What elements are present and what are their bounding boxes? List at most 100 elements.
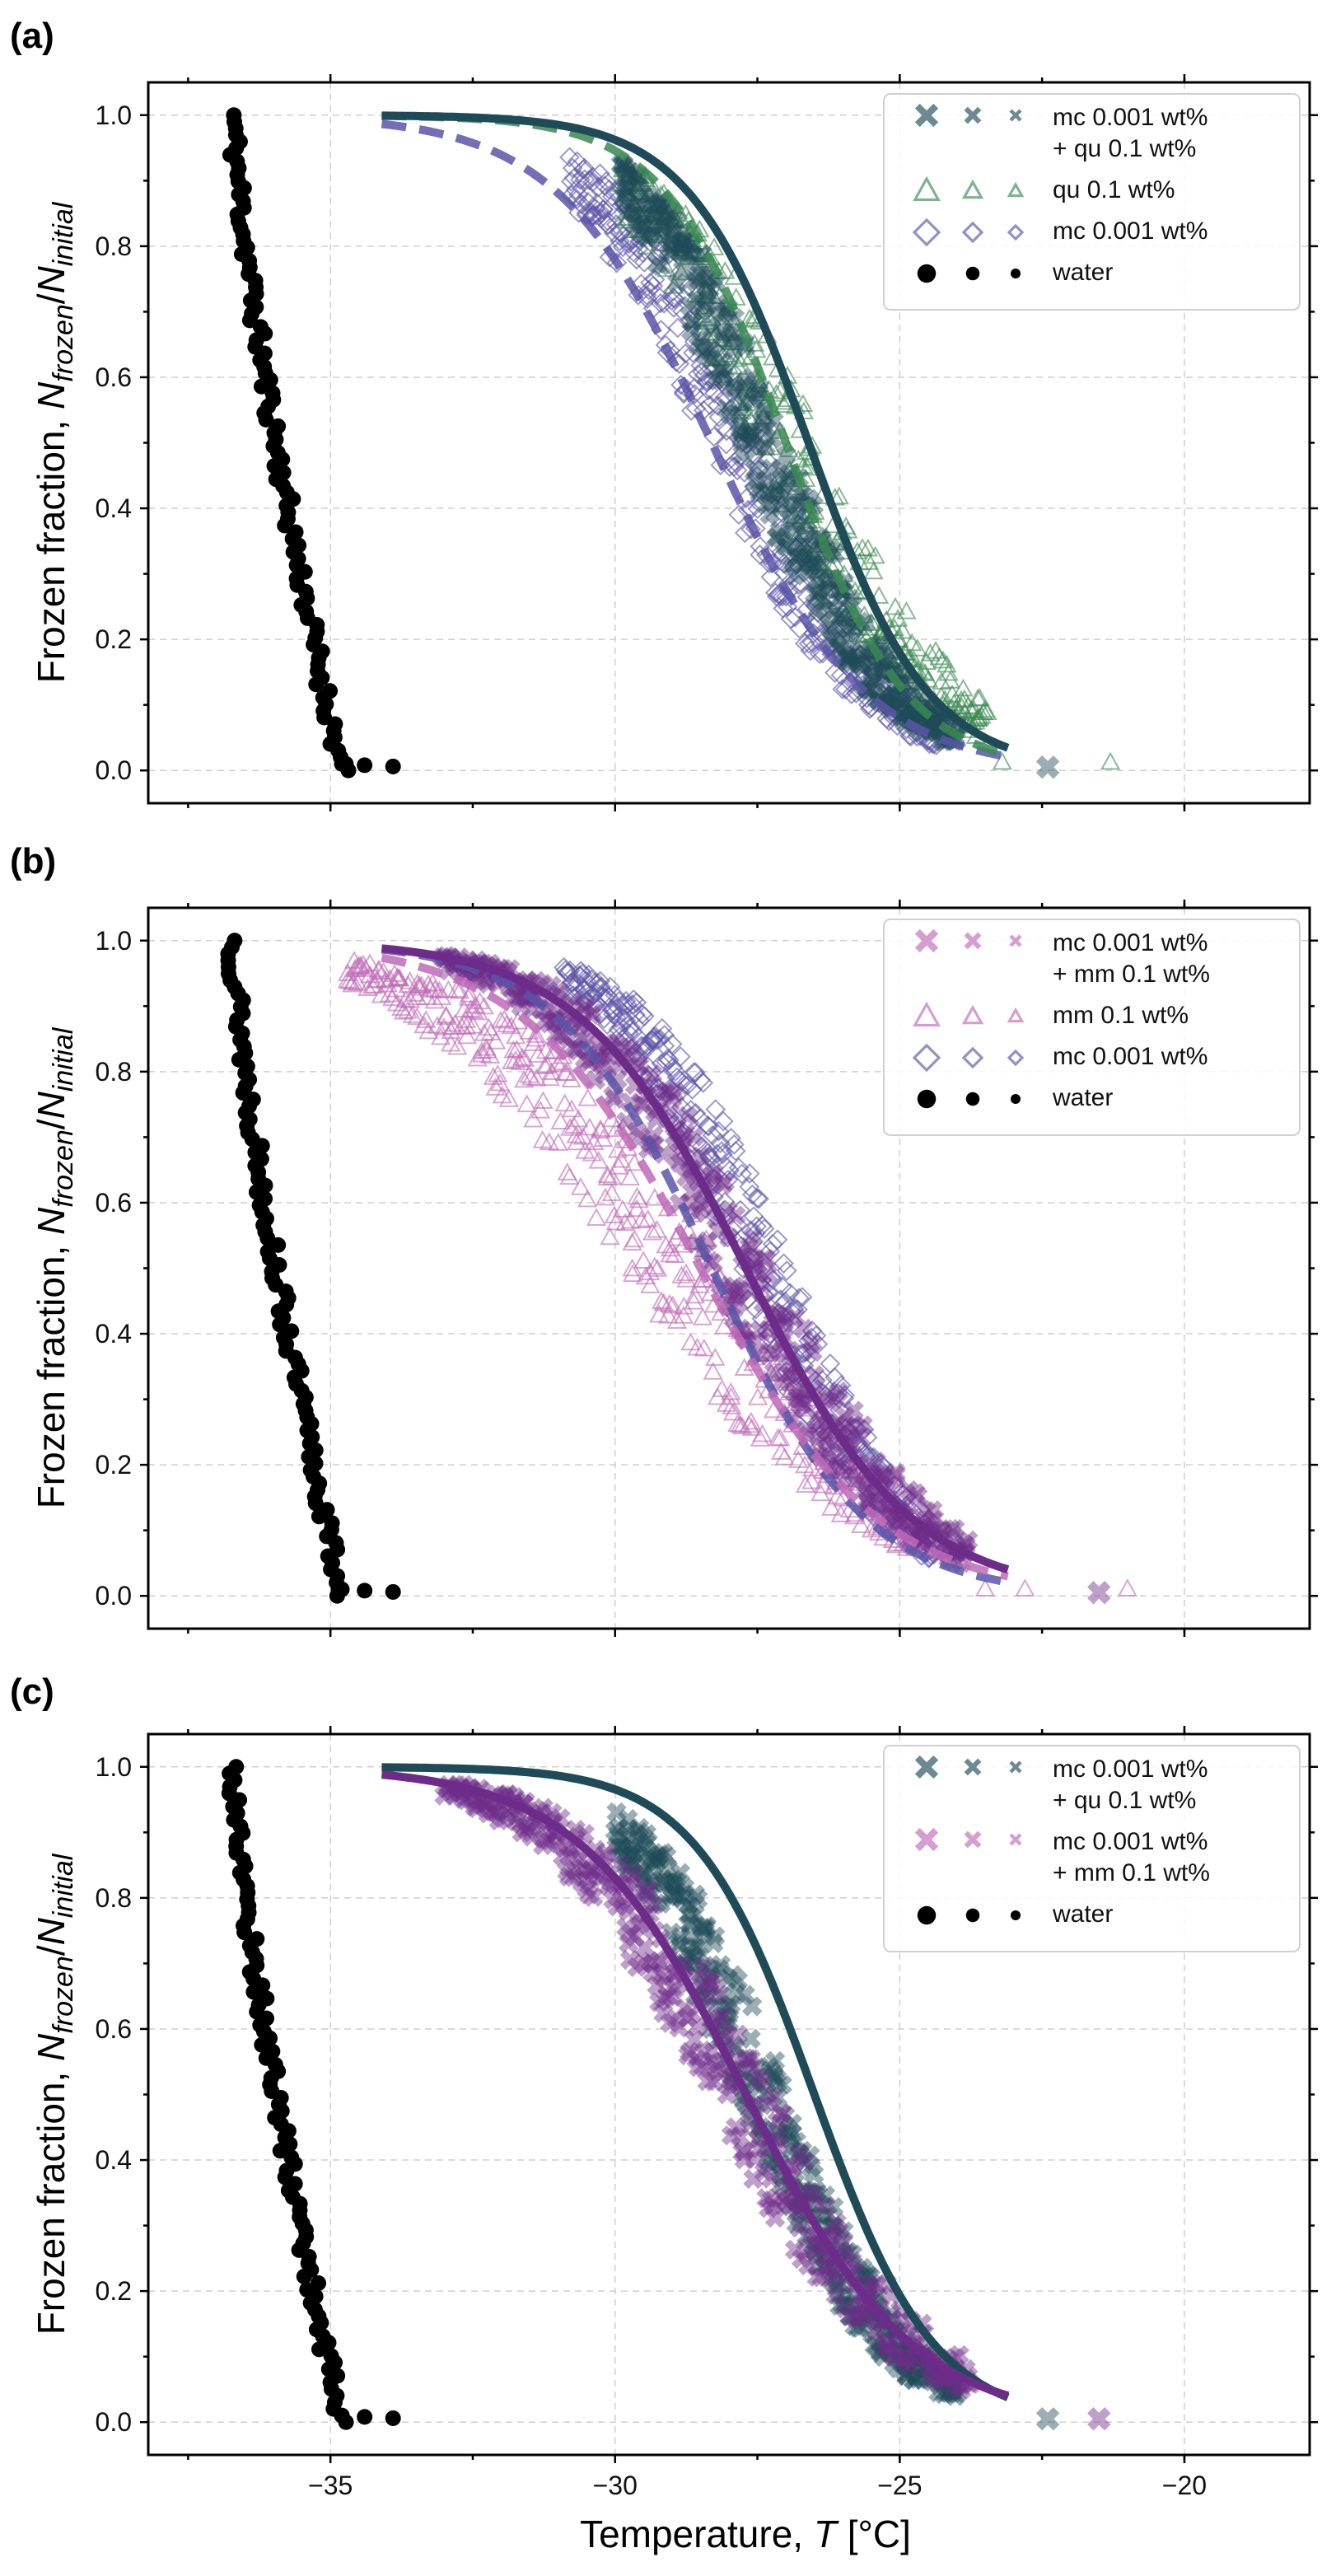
data-point <box>821 556 842 575</box>
data-point <box>741 1996 763 2017</box>
data-point <box>944 2377 965 2398</box>
data-point <box>891 705 912 727</box>
data-point <box>678 1904 698 1925</box>
data-point <box>830 1504 851 1522</box>
data-point <box>357 757 373 774</box>
data-point <box>644 224 665 245</box>
data-point <box>969 688 990 706</box>
data-point <box>826 2213 847 2233</box>
data-point <box>682 1945 703 1966</box>
data-point <box>726 1205 746 1226</box>
data-point <box>928 2382 949 2403</box>
data-point <box>964 1830 982 1849</box>
data-point <box>687 2017 708 2037</box>
data-point <box>827 1486 848 1505</box>
data-point <box>761 1363 782 1382</box>
data-point <box>694 336 716 358</box>
data-point <box>747 1387 768 1405</box>
data-point <box>889 1475 909 1494</box>
data-point <box>791 1395 812 1415</box>
data-point <box>656 205 676 226</box>
data-point <box>680 296 700 316</box>
data-point <box>675 1166 697 1187</box>
data-point <box>730 2127 750 2148</box>
data-point <box>834 2294 856 2316</box>
data-point <box>633 1953 654 1975</box>
y-tick-label: 0.8 <box>96 231 132 261</box>
data-point <box>776 2123 797 2144</box>
data-point <box>480 1798 501 1818</box>
data-point <box>867 2274 887 2296</box>
data-point <box>385 1583 401 1600</box>
data-point <box>763 2195 784 2215</box>
data-point <box>666 2008 687 2030</box>
x-tick-label: −25 <box>877 2471 922 2500</box>
data-point <box>695 322 716 341</box>
data-point <box>801 2157 821 2178</box>
data-point <box>953 678 974 697</box>
data-point <box>689 269 709 291</box>
data-point <box>964 106 982 124</box>
data-point <box>714 1316 735 1335</box>
data-point <box>756 1249 777 1269</box>
data-point <box>835 679 856 700</box>
data-point <box>712 2005 733 2026</box>
data-point <box>558 1845 580 1867</box>
data-point <box>695 1956 716 1976</box>
data-point <box>606 1802 627 1823</box>
data-point <box>823 2215 843 2236</box>
data-point <box>684 1950 704 1971</box>
data-point <box>752 415 773 436</box>
axis-ticks <box>140 1726 1318 2463</box>
data-point <box>887 2340 909 2361</box>
data-point <box>707 1143 728 1165</box>
data-point <box>418 1021 439 1040</box>
data-point <box>764 1338 785 1359</box>
data-point <box>696 370 717 391</box>
data-point <box>633 1863 654 1884</box>
legend-label: + mm 0.1 wt% <box>1053 1859 1210 1886</box>
data-point <box>603 1889 624 1910</box>
data-point <box>626 249 647 270</box>
data-point <box>693 1073 714 1093</box>
legend-label: mm 0.1 wt% <box>1053 1002 1189 1029</box>
data-point <box>459 984 480 1003</box>
data-point <box>722 306 742 325</box>
data-point <box>696 1915 717 1937</box>
data-point <box>620 161 641 182</box>
data-point <box>646 1893 667 1914</box>
data-point <box>673 231 694 251</box>
data-point <box>772 494 792 512</box>
data-point <box>786 2213 806 2234</box>
data-point <box>588 1150 609 1169</box>
data-point <box>821 1442 843 1464</box>
data-point <box>933 2384 955 2405</box>
data-point <box>713 364 734 386</box>
data-point <box>1007 223 1025 241</box>
data-point <box>613 1845 634 1866</box>
data-point <box>896 601 917 619</box>
data-point <box>884 1475 905 1494</box>
data-point <box>907 1486 928 1507</box>
data-point <box>651 255 671 277</box>
data-point <box>782 513 803 535</box>
data-point <box>946 2383 967 2404</box>
data-point <box>754 1248 775 1269</box>
data-point <box>914 103 939 128</box>
legend-box <box>883 93 1301 311</box>
data-point <box>670 1081 690 1102</box>
data-point <box>853 643 875 664</box>
data-point <box>765 479 787 498</box>
data-point <box>629 1822 650 1843</box>
data-point <box>694 2042 714 2063</box>
data-point <box>640 1275 661 1293</box>
data-point <box>665 1884 685 1905</box>
data-point <box>866 1451 886 1472</box>
data-point <box>649 1849 670 1870</box>
data-point <box>768 478 788 498</box>
data-point <box>732 392 754 414</box>
data-point <box>634 1938 656 1958</box>
data-point <box>787 1450 809 1468</box>
data-point <box>796 516 816 535</box>
